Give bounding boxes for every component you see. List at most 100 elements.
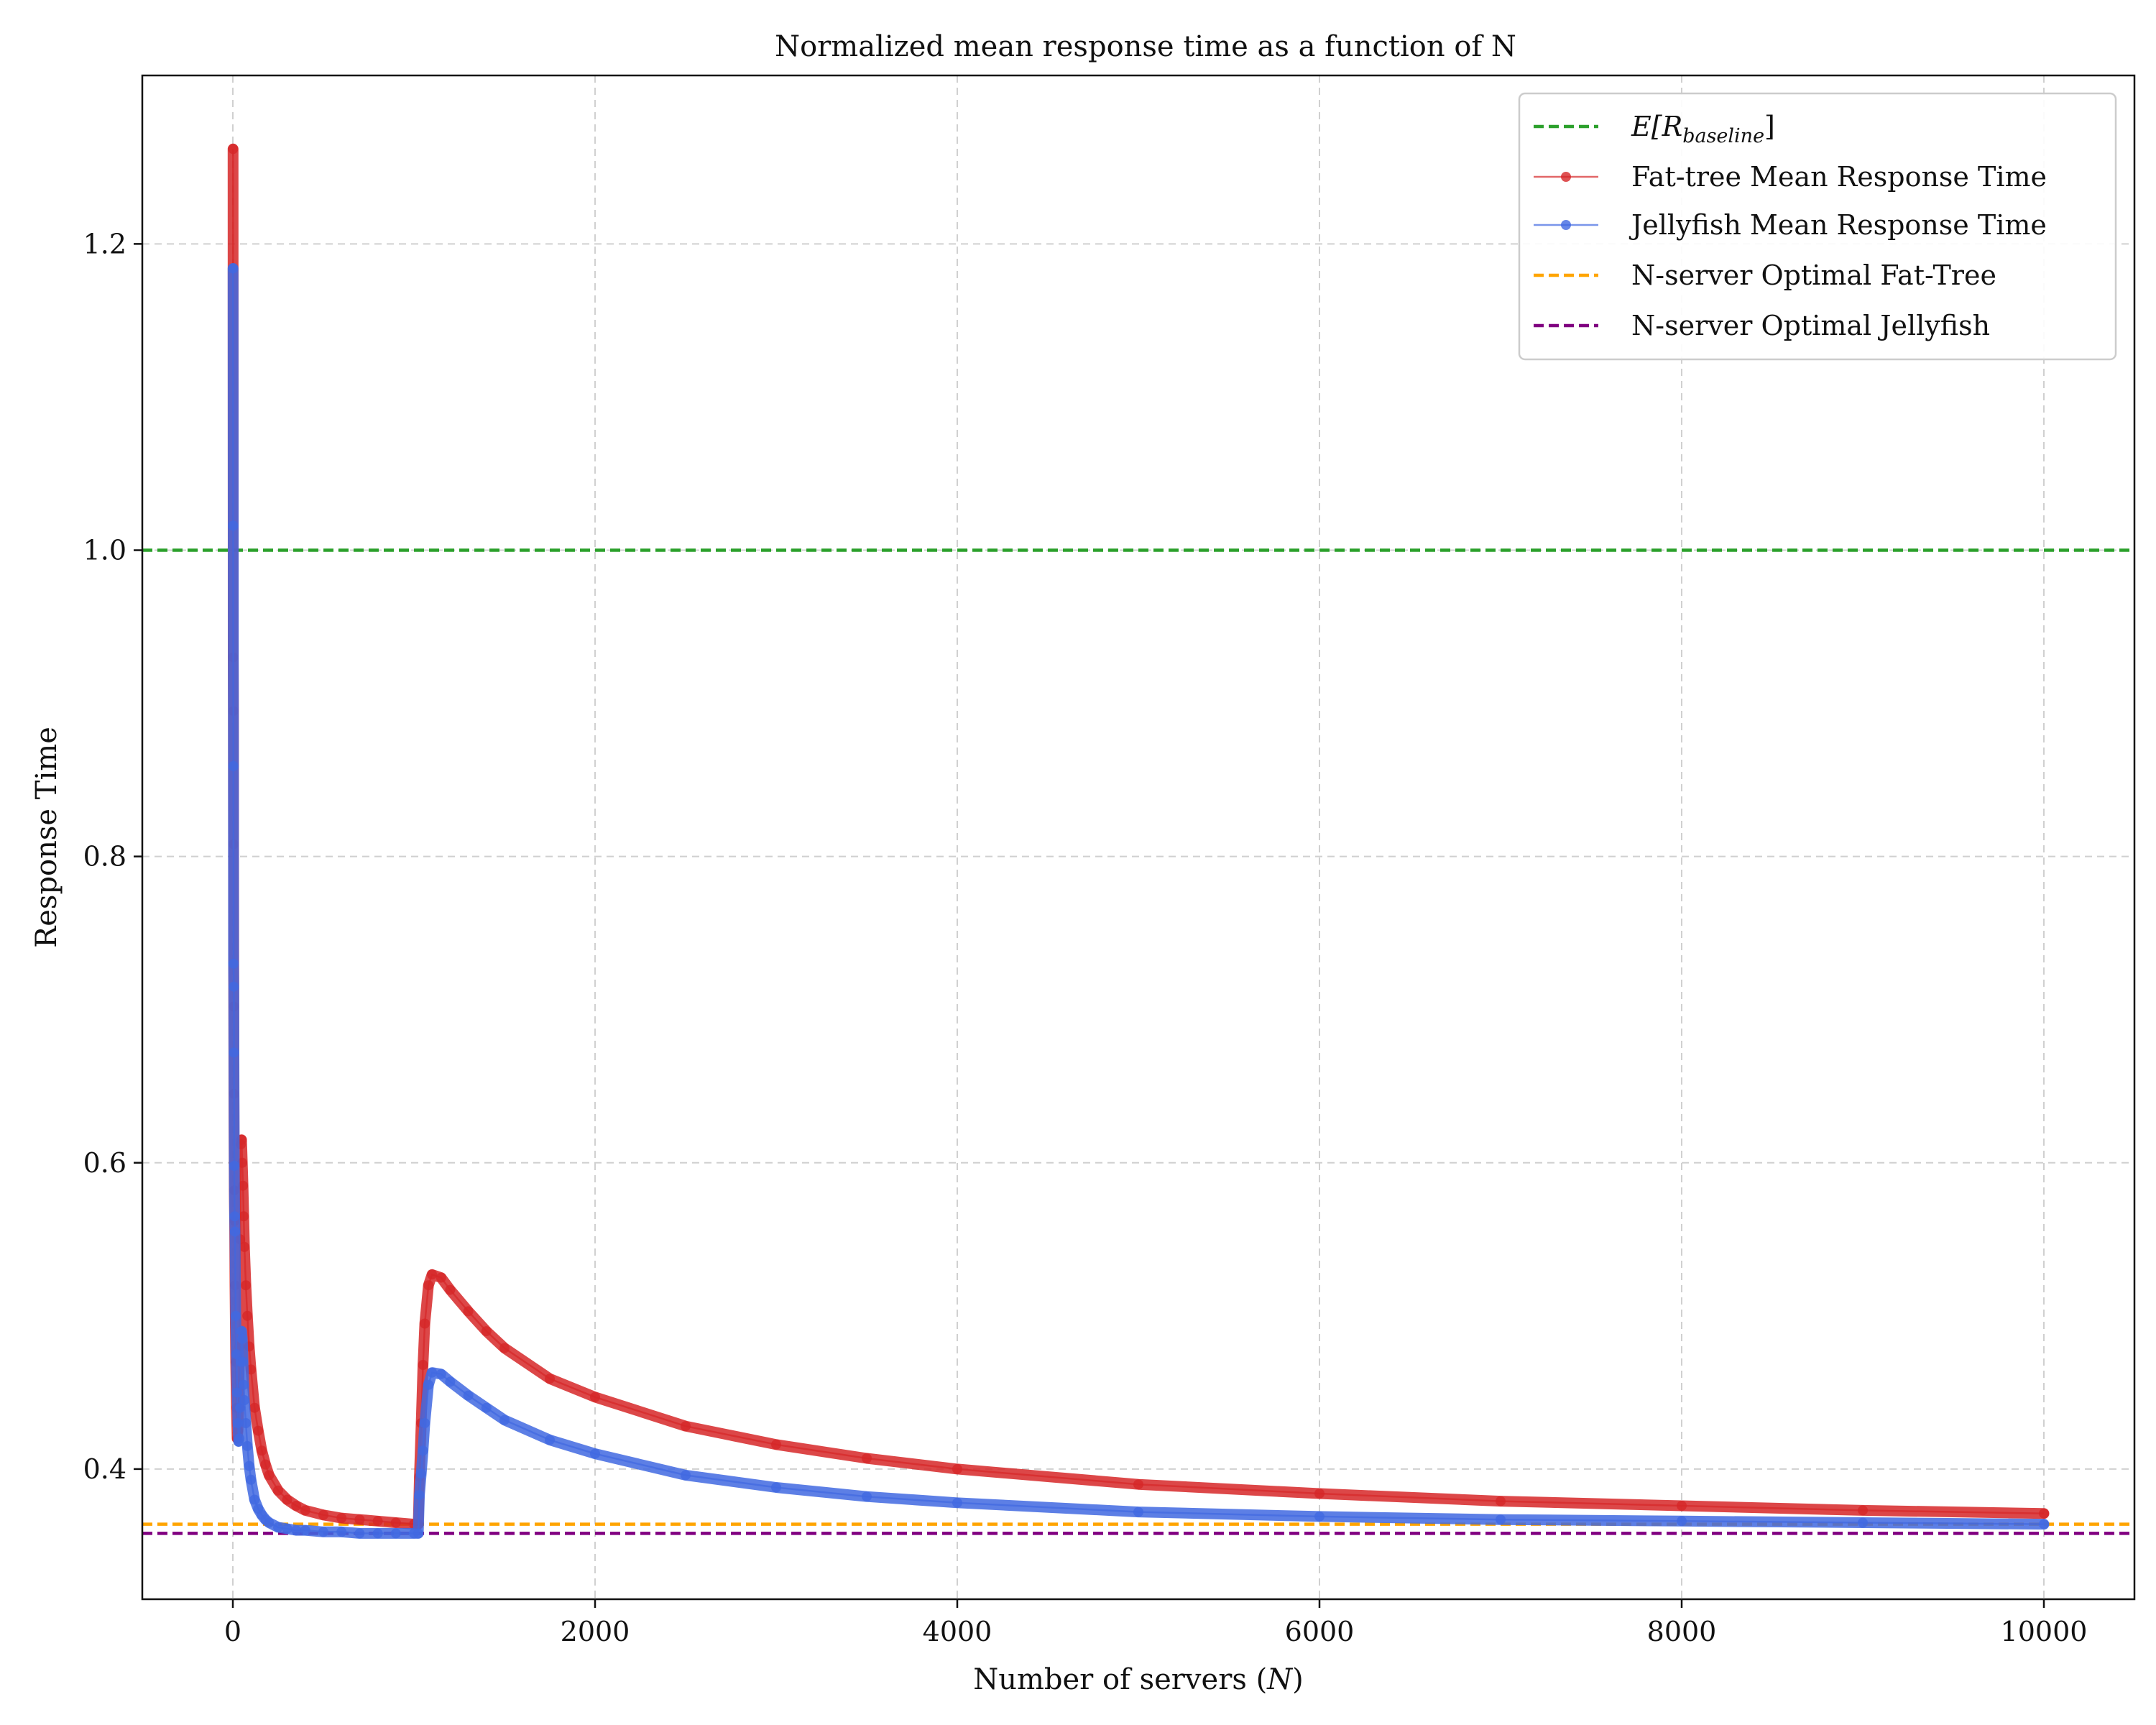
x-axis-ticks: 0 2000 4000 6000 8000 10000 (224, 1599, 2088, 1647)
fattree-point (1133, 1479, 1143, 1490)
fattree-point (481, 1326, 492, 1337)
fattree-point (318, 1509, 328, 1520)
jellyfish-point (771, 1482, 781, 1493)
jellyfish-point (246, 1474, 257, 1485)
legend-label-baseline-sub: baseline (1682, 125, 1764, 147)
jellyfish-point (239, 1379, 249, 1390)
jellyfish-point (463, 1390, 474, 1401)
fattree-point (257, 1445, 267, 1456)
jellyfish-point (420, 1418, 430, 1428)
jellyfish-point (862, 1491, 872, 1502)
fattree-point (427, 1269, 438, 1280)
jellyfish-point (390, 1528, 401, 1539)
jellyfish-point (1677, 1516, 1687, 1527)
fattree-point (423, 1280, 434, 1291)
fattree-point (952, 1463, 962, 1474)
jellyfish-point (427, 1367, 438, 1378)
jellyfish-series (227, 263, 2050, 1539)
legend-marker-jellyfish (1561, 220, 1571, 230)
jellyfish-point (445, 1376, 456, 1387)
jellyfish-point (372, 1528, 383, 1539)
y-tick-label: 0.4 (83, 1453, 126, 1485)
x-axis-label: Number of servers (N) (973, 1663, 1304, 1696)
jellyfish-point (354, 1528, 365, 1539)
fattree-point (273, 1485, 283, 1496)
jellyfish-point (499, 1414, 510, 1425)
jellyfish-point (273, 1522, 283, 1532)
legend-label-fattree: Fat-tree Mean Response Time (1631, 161, 2047, 193)
jellyfish-point (291, 1525, 302, 1536)
jellyfish-point (241, 1418, 252, 1428)
jellyfish-point (1496, 1514, 1506, 1525)
legend-label-baseline-main: E[R (1631, 111, 1682, 142)
jellyfish-point (436, 1368, 446, 1379)
jellyfish-point (229, 1161, 239, 1171)
fattree-point (499, 1343, 510, 1353)
jellyfish-point (242, 1440, 253, 1451)
jellyfish-point (681, 1470, 691, 1481)
fattree-point (239, 1241, 250, 1252)
y-tick-label: 0.8 (83, 841, 126, 873)
y-axis-label: Response Time (30, 727, 63, 948)
fattree-point (260, 1459, 271, 1470)
fattree-point (249, 1402, 260, 1413)
fattree-point (242, 1310, 253, 1321)
fattree-point (436, 1272, 446, 1283)
jellyfish-point (229, 1211, 240, 1222)
jellyfish-point (228, 760, 239, 771)
legend-box (1518, 92, 2117, 361)
x-tick-label: 6000 (1285, 1616, 1355, 1647)
fattree-point (1677, 1501, 1687, 1511)
jellyfish-point (416, 1468, 427, 1479)
fattree-point (418, 1360, 428, 1370)
x-tick-label: 10000 (2001, 1616, 2088, 1647)
fattree-point (463, 1306, 474, 1317)
fattree-point (372, 1516, 383, 1527)
jellyfish-point (1858, 1517, 1868, 1528)
jellyfish-point (282, 1524, 292, 1534)
fattree-point (253, 1425, 264, 1436)
fattree-point (545, 1374, 555, 1384)
fattree-point (681, 1421, 691, 1432)
fattree-point (862, 1453, 872, 1463)
jellyfish-point (228, 520, 239, 531)
fattree-point (291, 1501, 302, 1511)
jellyfish-point (545, 1435, 555, 1445)
jellyfish-point (414, 1490, 425, 1501)
jellyfish-point (1133, 1506, 1143, 1517)
jellyfish-point (481, 1402, 492, 1413)
y-tick-label: 0.6 (83, 1147, 126, 1179)
y-tick-label: 1.0 (83, 535, 126, 566)
fattree-point (1496, 1496, 1506, 1506)
y-axis-ticks: 0.4 0.6 0.8 1.0 1.2 (83, 228, 142, 1485)
jellyfish-point (230, 1226, 240, 1237)
jellyfish-point (336, 1527, 347, 1537)
legend-label-baseline-end: ] (1764, 111, 1775, 142)
fattree-point (237, 1157, 248, 1168)
fattree-point (420, 1318, 430, 1329)
jellyfish-point (231, 1310, 241, 1321)
fattree-point (282, 1494, 292, 1505)
legend-label-baseline: E[Rbaseline] (1631, 111, 1775, 147)
legend-label-jellyfish: Jellyfish Mean Response Time (1628, 209, 2047, 241)
y-tick-label: 1.2 (83, 228, 126, 259)
series-layer (227, 143, 2050, 1539)
jellyfish-point (229, 1047, 239, 1058)
jellyfish-point (228, 263, 239, 274)
fattree-point (264, 1470, 275, 1481)
jellyfish-point (237, 1333, 248, 1344)
jellyfish-point (413, 1528, 423, 1539)
x-tick-label: 2000 (561, 1616, 630, 1647)
fattree-point (354, 1514, 365, 1525)
fattree-point (228, 144, 239, 155)
fattree-point (239, 1211, 249, 1222)
jellyfish-point (952, 1497, 962, 1508)
legend-marker-fattree (1561, 172, 1571, 182)
jellyfish-point (235, 1402, 246, 1413)
fattree-point (336, 1513, 347, 1524)
fattree-point (771, 1439, 781, 1450)
jellyfish-point (236, 1326, 247, 1337)
x-tick-label: 0 (224, 1616, 241, 1647)
jellyfish-point (229, 958, 239, 969)
x-tick-label: 4000 (923, 1616, 992, 1647)
